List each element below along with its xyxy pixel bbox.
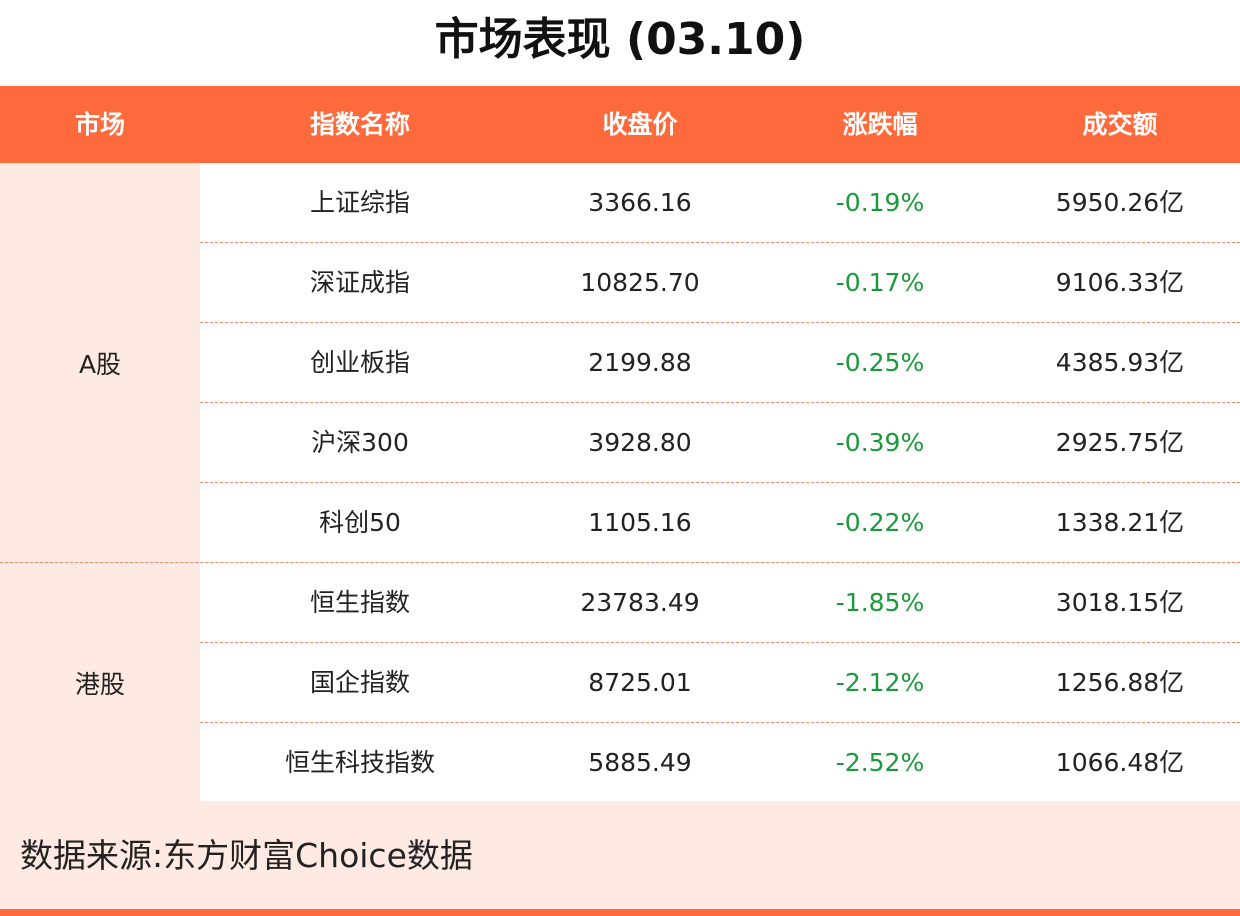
turnover-cell: 1338.21亿 <box>1055 508 1185 537</box>
close-price-cell: 3366.16 <box>588 188 692 217</box>
table-row: 上证综指 3366.16 -0.19% 5950.26亿 <box>200 163 1240 243</box>
market-group: 港股 恒生指数 23783.49 -1.85% 3018.15亿国企指数 8725.01 -… <box>0 563 1240 803</box>
index-rows: 恒生指数 23783.49 -1.85% 3018.15亿国企指数 8725.01 -2.… <box>200 563 1240 802</box>
index-rows: 上证综指 3366.16 -0.19% 5950.26亿深证成指 10825.70 -0.… <box>200 163 1240 562</box>
turnover-cell: 2925.75亿 <box>1055 428 1185 457</box>
close-price-cell: 8725.01 <box>588 668 692 697</box>
index-name-cell: 深证成指 <box>309 268 410 297</box>
table-row: 深证成指 10825.70 -0.17% 9106.33亿 <box>200 243 1240 323</box>
market-label: A股 <box>78 349 122 379</box>
header-index-name: 指数名称 <box>309 110 410 139</box>
index-name-cell: 恒生指数 <box>309 588 410 617</box>
page-title: 市场表现 (03.10) <box>434 14 806 65</box>
change-percent-cell: -2.52% <box>835 748 925 777</box>
index-name-cell: 国企指数 <box>309 668 410 697</box>
close-price-cell: 5885.49 <box>588 748 692 777</box>
change-percent-cell: -2.12% <box>835 668 925 697</box>
index-name-cell: 沪深300 <box>311 428 409 457</box>
turnover-cell: 1256.88亿 <box>1055 668 1185 697</box>
change-percent-cell: -0.19% <box>835 188 925 217</box>
index-name-cell: 科创50 <box>319 508 401 537</box>
table-row: 恒生指数 23783.49 -1.85% 3018.15亿 <box>200 563 1240 643</box>
index-name-cell: 创业板指 <box>309 348 410 377</box>
header-turnover: 成交额 <box>1082 110 1158 139</box>
header-close-price: 收盘价 <box>602 110 678 139</box>
close-price-cell: 10825.70 <box>580 268 700 297</box>
change-percent-cell: -0.25% <box>835 348 925 377</box>
table-row: 创业板指 2199.88 -0.25% 4385.93亿 <box>200 323 1240 403</box>
close-price-cell: 3928.80 <box>588 428 692 457</box>
index-name-cell: 恒生科技指数 <box>284 748 435 777</box>
market-label: 港股 <box>74 669 125 699</box>
data-source-note: 数据来源:东方财富Choice数据 <box>0 801 1240 909</box>
change-percent-cell: -0.17% <box>835 268 925 297</box>
turnover-cell: 1066.48亿 <box>1055 748 1185 777</box>
close-price-cell: 2199.88 <box>588 348 692 377</box>
bottom-accent-bar <box>0 909 1240 916</box>
index-name-cell: 上证综指 <box>309 188 410 217</box>
turnover-cell: 5950.26亿 <box>1055 188 1185 217</box>
turnover-cell: 3018.15亿 <box>1055 588 1185 617</box>
change-percent-cell: -1.85% <box>835 588 925 617</box>
table-row: 科创50 1105.16 -0.22% 1338.21亿 <box>200 483 1240 563</box>
close-price-cell: 23783.49 <box>580 588 700 617</box>
table-row: 国企指数 8725.01 -2.12% 1256.88亿 <box>200 643 1240 723</box>
table-body: A股 上证综指 3366.16 -0.19% 5950.26亿深证成指 10825.70 -… <box>0 163 1240 803</box>
market-group: A股 上证综指 3366.16 -0.19% 5950.26亿深证成指 10825.70 -… <box>0 163 1240 563</box>
turnover-cell: 9106.33亿 <box>1055 268 1185 297</box>
close-price-cell: 1105.16 <box>588 508 692 537</box>
table-row: 沪深300 3928.80 -0.39% 2925.75亿 <box>200 403 1240 483</box>
change-percent-cell: -0.22% <box>835 508 925 537</box>
header-change-percent: 涨跌幅 <box>842 110 918 139</box>
table-header: 市场 指数名称 收盘价 涨跌幅 成交额 <box>0 86 1240 163</box>
table-row: 恒生科技指数 5885.49 -2.52% 1066.48亿 <box>200 723 1240 803</box>
header-market: 市场 <box>74 110 125 139</box>
turnover-cell: 4385.93亿 <box>1055 348 1185 377</box>
change-percent-cell: -0.39% <box>835 428 925 457</box>
